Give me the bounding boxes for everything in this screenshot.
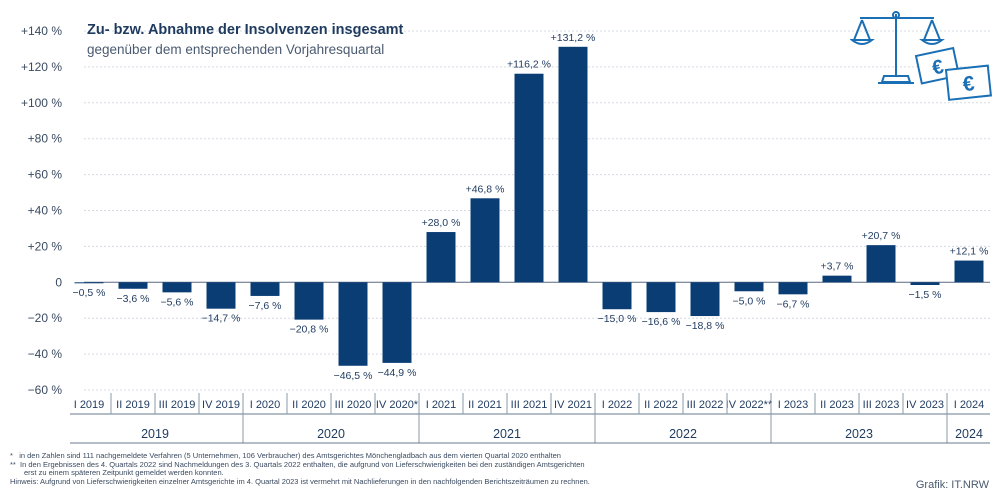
- footnote-double-star-cont: erst zu einem späteren Zeitpunkt gemelde…: [24, 468, 224, 478]
- axes: −60 % −40 % −20 % 0 +20 % +40 % +60 % +80 % +100…: [21, 24, 990, 444]
- x-tick-label: I 2024: [954, 399, 985, 411]
- data-label: +12,1 %: [950, 246, 989, 258]
- footnote-hint: Hinweis: Aufgrund von Lieferschwierigkei…: [10, 476, 590, 486]
- y-tick-label: +20 %: [28, 239, 63, 253]
- x-tick-label: III 2020: [335, 399, 372, 411]
- x-tick-label: IV 2019: [202, 399, 240, 411]
- x-tick-label: I 2022: [602, 399, 633, 411]
- svg-text:€: €: [962, 72, 976, 96]
- y-tick-label: −40 %: [28, 347, 63, 361]
- x-tick-label: IV 2022**: [726, 399, 773, 411]
- x-tick-label: I 2023: [778, 399, 809, 411]
- footnote-double-star: ** In den Ergebnissen des 4. Quartals 20…: [10, 459, 585, 469]
- data-label: −14,7 %: [202, 313, 241, 325]
- x-tick-label: I 2019: [74, 399, 105, 411]
- bar: [646, 282, 676, 313]
- year-label: 2022: [669, 427, 697, 441]
- data-label: −3,6 %: [117, 293, 150, 305]
- data-label: −5,0 %: [733, 295, 766, 307]
- x-tick-label: III 2021: [511, 399, 548, 411]
- year-label: 2021: [493, 427, 521, 441]
- bar: [910, 282, 940, 285]
- x-tick-label: II 2021: [468, 399, 502, 411]
- data-label: −6,7 %: [777, 298, 810, 310]
- y-tick-label: +100 %: [21, 96, 62, 110]
- x-tick-label: IV 2020*: [376, 399, 419, 411]
- bar: [294, 282, 324, 320]
- data-label: −18,8 %: [686, 320, 725, 332]
- x-tick-label: III 2023: [863, 399, 900, 411]
- data-label: +28,0 %: [422, 217, 461, 229]
- bar: [74, 282, 104, 284]
- x-tick-label: IV 2021: [554, 399, 592, 411]
- x-tick-label: IV 2023: [906, 399, 944, 411]
- data-label: −46,5 %: [334, 370, 373, 382]
- x-tick-label: II 2022: [644, 399, 678, 411]
- x-tick-label: II 2020: [292, 399, 326, 411]
- bar: [206, 282, 236, 309]
- bar: [514, 73, 544, 283]
- chart-title: Zu- bzw. Abnahme der Insolvenzen insgesa…: [87, 22, 404, 38]
- bar: [426, 232, 456, 283]
- data-label: +3,7 %: [821, 261, 854, 273]
- data-label: −16,6 %: [642, 316, 681, 328]
- x-tick-label: II 2019: [116, 399, 150, 411]
- svg-text:€: €: [930, 56, 945, 80]
- y-tick-label: −60 %: [28, 383, 63, 397]
- data-label: +20,7 %: [862, 230, 901, 242]
- year-label: 2024: [955, 427, 983, 441]
- bar: [338, 282, 368, 366]
- x-tick-label: I 2020: [250, 399, 281, 411]
- y-tick-label: +140 %: [21, 24, 62, 38]
- bar: [558, 46, 588, 283]
- source-credit: Grafik: IT.NRW: [915, 479, 989, 491]
- x-tick-label: I 2021: [426, 399, 457, 411]
- x-tick-label: III 2019: [159, 399, 196, 411]
- year-label: 2023: [845, 427, 873, 441]
- data-label: −20,8 %: [290, 324, 329, 336]
- bar: [470, 198, 500, 283]
- y-tick-label: +80 %: [28, 132, 63, 146]
- bar: [118, 282, 148, 289]
- scale-euro-icon: € €: [849, 8, 995, 113]
- data-label: +46,8 %: [466, 183, 505, 195]
- x-tick-label: II 2023: [820, 399, 854, 411]
- y-tick-label: −20 %: [28, 311, 63, 325]
- data-label: +116,2 %: [507, 59, 551, 71]
- y-tick-label: +60 %: [28, 168, 63, 182]
- year-label: 2020: [317, 427, 345, 441]
- bar: [382, 282, 412, 363]
- bar: [822, 275, 852, 283]
- bar: [778, 282, 808, 295]
- bar: [162, 282, 192, 293]
- year-label: 2019: [141, 427, 169, 441]
- data-label: −15,0 %: [598, 313, 637, 325]
- y-tick-label: +40 %: [28, 204, 63, 218]
- footnote-star: * in den Zahlen sind 111 nachgemeldete V…: [10, 451, 561, 460]
- data-label: +131,2 %: [551, 32, 596, 44]
- bar: [866, 245, 896, 283]
- bar: [250, 282, 280, 296]
- y-tick-label: 0: [55, 275, 62, 289]
- y-tick-label: +120 %: [21, 60, 62, 74]
- data-label: −0,5 %: [73, 287, 106, 299]
- footnotes: * in den Zahlen sind 111 nachgemeldete V…: [10, 451, 870, 486]
- bar: [734, 282, 764, 292]
- chart-subtitle: gegenüber dem entsprechenden Vorjahresqu…: [87, 42, 385, 57]
- data-label: −7,6 %: [249, 300, 282, 312]
- data-label: −5,6 %: [161, 296, 194, 308]
- data-label: −44,9 %: [378, 367, 417, 379]
- bars: [74, 46, 984, 366]
- data-label: −1,5 %: [909, 289, 942, 301]
- bar: [954, 260, 984, 283]
- bar: [602, 282, 632, 310]
- bar: [690, 282, 720, 317]
- x-tick-label: III 2022: [687, 399, 724, 411]
